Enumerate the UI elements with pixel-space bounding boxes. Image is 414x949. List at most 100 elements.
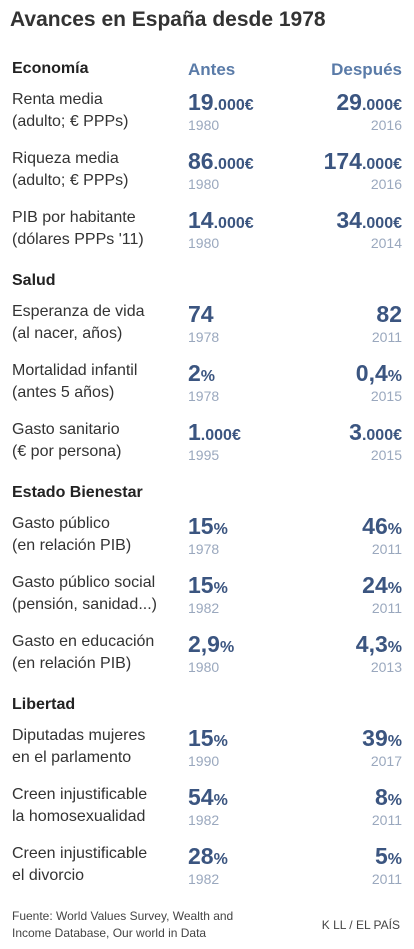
stat-year: 2013 xyxy=(370,659,402,675)
value-number: 174 xyxy=(323,148,362,174)
row-label: Diputadas mujeres en el parlamento xyxy=(12,725,145,769)
value-unit: .000€ xyxy=(213,97,254,114)
label-line: Gasto público social xyxy=(12,574,156,591)
stat-value: 1.000€ xyxy=(188,419,241,446)
stat-value: 3.000€ xyxy=(349,419,402,446)
stat-year: 2015 xyxy=(370,447,402,463)
row-label: Renta media (adulto; € PPPs) xyxy=(12,89,129,133)
stat-value: 2% xyxy=(188,360,215,387)
row-label: Gasto público social (pensión, sanidad...… xyxy=(12,572,157,616)
stat-row: Gasto público (en relación PIB) 15% 1978 46%… xyxy=(0,513,414,572)
value-number: 24 xyxy=(362,572,388,598)
section-title: Libertad xyxy=(12,696,76,713)
value-number: 0,4 xyxy=(355,360,388,386)
value-unit: % xyxy=(213,792,228,809)
stat-value: 15% xyxy=(188,725,228,752)
label-line: (pensión, sanidad...) xyxy=(12,596,157,613)
stat-year: 2011 xyxy=(371,329,402,345)
value-number: 74 xyxy=(188,301,214,327)
stat-year: 1980 xyxy=(188,117,220,133)
value-number: 15 xyxy=(188,513,214,539)
value-number: 54 xyxy=(188,784,214,810)
stat-year: 2017 xyxy=(370,753,402,769)
label-line: (antes 5 años) xyxy=(12,384,115,401)
stat-year: 2011 xyxy=(371,541,402,557)
label-line: (en relación PIB) xyxy=(12,655,132,672)
value-unit: % xyxy=(387,639,402,656)
label-line: (€ por persona) xyxy=(12,443,122,460)
value-number: 86 xyxy=(188,148,214,174)
stat-value: 24% xyxy=(362,572,402,599)
label-line: Diputadas mujeres xyxy=(12,727,146,744)
stat-value: 15% xyxy=(188,572,228,599)
section-title: Salud xyxy=(12,272,56,289)
stat-value: 29.000€ xyxy=(336,89,402,116)
value-unit: % xyxy=(213,851,228,868)
value-number: 29 xyxy=(336,89,362,115)
stat-row: Creen injustificable el divorcio 28% 1982 5%… xyxy=(0,843,414,902)
source: Fuente: World Values Survey, Wealth and I… xyxy=(12,908,233,942)
value-unit: % xyxy=(387,733,402,750)
value-unit: .000€ xyxy=(361,427,402,444)
stat-value: 2,9% xyxy=(188,631,234,658)
value-unit: .000€ xyxy=(200,427,241,444)
value-number: 5 xyxy=(374,843,388,869)
credit: K LL / EL PAÍS xyxy=(321,918,400,932)
value-unit: % xyxy=(213,733,228,750)
stat-year: 1982 xyxy=(188,871,220,887)
stat-year: 2011 xyxy=(371,600,402,616)
stat-row: Renta media (adulto; € PPPs) 19.000€ 1980 29… xyxy=(0,89,414,148)
label-line: Riqueza media xyxy=(12,150,119,167)
source-line: Income Database, Our world in Data xyxy=(12,926,207,940)
label-line: Gasto en educación xyxy=(12,633,155,650)
value-unit: .000€ xyxy=(213,215,254,232)
stat-value: 39% xyxy=(362,725,402,752)
value-unit: % xyxy=(387,792,402,809)
stat-value: 174.000€ xyxy=(324,148,402,175)
label-line: en el parlamento xyxy=(12,749,132,766)
label-line: (en relación PIB) xyxy=(12,537,132,554)
value-number: 28 xyxy=(188,843,214,869)
label-line: PIB por habitante xyxy=(12,209,136,226)
row-label: Esperanza de vida (al nacer, años) xyxy=(12,301,145,345)
stat-year: 1978 xyxy=(188,388,220,404)
label-line: Creen injustificable xyxy=(12,845,148,862)
value-number: 15 xyxy=(188,725,214,751)
stat-year: 2014 xyxy=(370,235,402,251)
value-unit: % xyxy=(213,580,228,597)
stat-year: 2016 xyxy=(370,176,402,192)
section-title: Estado Bienestar xyxy=(12,484,143,501)
stat-year: 2011 xyxy=(371,812,402,828)
stat-value: 14.000€ xyxy=(188,207,254,234)
section-title: Economía xyxy=(12,60,89,77)
value-number: 39 xyxy=(362,725,388,751)
stat-year: 1980 xyxy=(188,176,220,192)
value-unit: .000€ xyxy=(361,97,402,114)
stat-year: 1978 xyxy=(188,329,220,345)
stat-year: 1978 xyxy=(188,541,220,557)
stat-value: 4,3% xyxy=(356,631,402,658)
value-unit: % xyxy=(387,368,402,385)
value-unit: % xyxy=(387,521,402,538)
value-unit: % xyxy=(200,368,216,385)
stat-row: Esperanza de vida (al nacer, años) 74 1978 8… xyxy=(0,301,414,360)
stat-value: 86.000€ xyxy=(188,148,254,175)
stat-value: 8% xyxy=(375,784,402,811)
label-line: (al nacer, años) xyxy=(12,325,123,342)
row-label: Gasto sanitario (€ por persona) xyxy=(12,419,121,463)
stat-value: 15% xyxy=(188,513,228,540)
stat-value: 74 xyxy=(188,301,214,328)
stat-year: 1982 xyxy=(188,600,220,616)
stat-row: Diputadas mujeres en el parlamento 15% 1990… xyxy=(0,725,414,784)
value-number: 82 xyxy=(376,301,402,327)
stat-row: Riqueza media (adulto; € PPPs) 86.000€ 1980… xyxy=(0,148,414,207)
stat-row: Gasto en educación (en relación PIB) 2,9% 1… xyxy=(0,631,414,690)
column-header: Después xyxy=(331,60,402,79)
stat-year: 1980 xyxy=(188,659,220,675)
row-label: Gasto en educación (en relación PIB) xyxy=(12,631,154,675)
value-number: 2,9 xyxy=(188,631,220,657)
value-unit: % xyxy=(213,521,228,538)
row-label: PIB por habitante (dólares PPPs '11) xyxy=(12,207,144,251)
label-line: el divorcio xyxy=(12,867,85,884)
